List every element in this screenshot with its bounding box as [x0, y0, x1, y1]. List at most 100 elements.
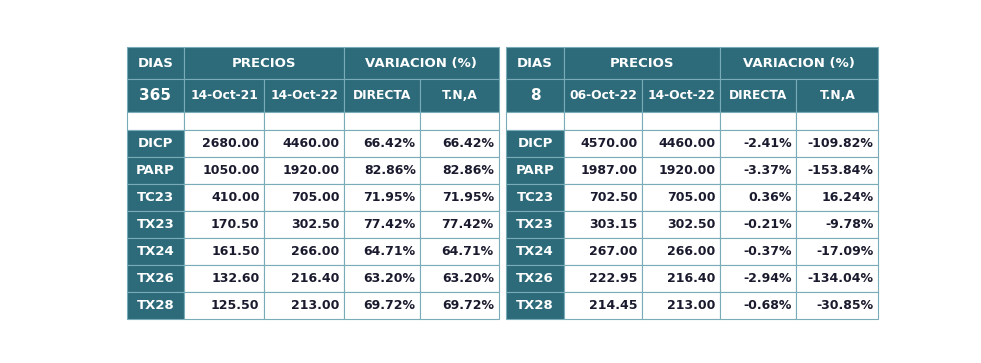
- Text: T.N,A: T.N,A: [441, 89, 478, 102]
- Bar: [127, 48, 184, 79]
- Bar: [564, 265, 642, 292]
- Text: 266.00: 266.00: [291, 245, 339, 258]
- Bar: [264, 157, 344, 184]
- Text: -30.85%: -30.85%: [816, 299, 874, 312]
- Bar: [344, 238, 421, 265]
- Bar: [127, 130, 184, 157]
- Text: 216.40: 216.40: [667, 272, 715, 285]
- Bar: [421, 238, 498, 265]
- Text: 64.71%: 64.71%: [441, 245, 493, 258]
- Bar: [344, 292, 421, 319]
- Bar: [421, 184, 498, 211]
- Bar: [720, 111, 797, 130]
- Text: 64.71%: 64.71%: [364, 245, 416, 258]
- Bar: [184, 292, 264, 319]
- Bar: [642, 211, 720, 238]
- Bar: [797, 211, 878, 238]
- Text: TX23: TX23: [516, 218, 554, 231]
- Text: TX28: TX28: [136, 299, 175, 312]
- Bar: [421, 111, 498, 130]
- Bar: [564, 130, 642, 157]
- Bar: [344, 79, 421, 111]
- Bar: [797, 265, 878, 292]
- Text: 77.42%: 77.42%: [364, 218, 416, 231]
- Text: 4460.00: 4460.00: [283, 137, 339, 150]
- Text: PARP: PARP: [136, 164, 175, 177]
- Bar: [184, 184, 264, 211]
- Bar: [564, 48, 720, 79]
- Text: 702.50: 702.50: [589, 191, 638, 204]
- Bar: [264, 292, 344, 319]
- Text: PARP: PARP: [516, 164, 554, 177]
- Bar: [797, 238, 878, 265]
- Bar: [642, 265, 720, 292]
- Text: 77.42%: 77.42%: [441, 218, 493, 231]
- Text: 1987.00: 1987.00: [581, 164, 638, 177]
- Bar: [127, 211, 184, 238]
- Bar: [564, 111, 642, 130]
- Bar: [344, 211, 421, 238]
- Bar: [506, 265, 564, 292]
- Bar: [264, 211, 344, 238]
- Bar: [797, 292, 878, 319]
- Bar: [797, 184, 878, 211]
- Bar: [642, 111, 720, 130]
- Bar: [127, 157, 184, 184]
- Bar: [127, 111, 184, 130]
- Bar: [720, 48, 878, 79]
- Bar: [184, 48, 344, 79]
- Text: 267.00: 267.00: [589, 245, 638, 258]
- Bar: [642, 292, 720, 319]
- Text: TX24: TX24: [136, 245, 175, 258]
- Text: 266.00: 266.00: [667, 245, 715, 258]
- Text: 14-Oct-22: 14-Oct-22: [647, 89, 715, 102]
- Bar: [564, 184, 642, 211]
- Bar: [127, 265, 184, 292]
- Text: -0.21%: -0.21%: [744, 218, 792, 231]
- Text: 63.20%: 63.20%: [364, 272, 416, 285]
- Text: PRECIOS: PRECIOS: [232, 57, 296, 70]
- Bar: [506, 184, 564, 211]
- Bar: [720, 265, 797, 292]
- Text: -2.94%: -2.94%: [744, 272, 792, 285]
- Bar: [264, 111, 344, 130]
- Bar: [506, 48, 564, 79]
- Bar: [184, 130, 264, 157]
- Bar: [506, 157, 564, 184]
- Text: DIRECTA: DIRECTA: [729, 89, 788, 102]
- Text: -153.84%: -153.84%: [807, 164, 874, 177]
- Text: 0.36%: 0.36%: [749, 191, 792, 204]
- Bar: [564, 79, 642, 111]
- Bar: [506, 130, 564, 157]
- Text: 125.50: 125.50: [211, 299, 260, 312]
- Bar: [421, 265, 498, 292]
- Text: TX24: TX24: [516, 245, 554, 258]
- Bar: [564, 292, 642, 319]
- Bar: [797, 111, 878, 130]
- Bar: [421, 130, 498, 157]
- Text: 2680.00: 2680.00: [202, 137, 260, 150]
- Text: 69.72%: 69.72%: [364, 299, 416, 312]
- Text: 71.95%: 71.95%: [441, 191, 493, 204]
- Bar: [184, 265, 264, 292]
- Bar: [264, 79, 344, 111]
- Bar: [421, 157, 498, 184]
- Text: 1920.00: 1920.00: [658, 164, 715, 177]
- Text: 170.50: 170.50: [211, 218, 260, 231]
- Text: 14-Oct-22: 14-Oct-22: [270, 89, 338, 102]
- Bar: [720, 292, 797, 319]
- Text: 71.95%: 71.95%: [364, 191, 416, 204]
- Bar: [127, 292, 184, 319]
- Bar: [184, 111, 264, 130]
- Text: 4570.00: 4570.00: [580, 137, 638, 150]
- Text: 63.20%: 63.20%: [441, 272, 493, 285]
- Text: VARIACION (%): VARIACION (%): [365, 57, 477, 70]
- Bar: [184, 211, 264, 238]
- Bar: [421, 211, 498, 238]
- Bar: [344, 111, 421, 130]
- Text: TX23: TX23: [136, 218, 175, 231]
- Bar: [264, 238, 344, 265]
- Text: TX26: TX26: [136, 272, 175, 285]
- Text: 222.95: 222.95: [589, 272, 638, 285]
- Bar: [720, 157, 797, 184]
